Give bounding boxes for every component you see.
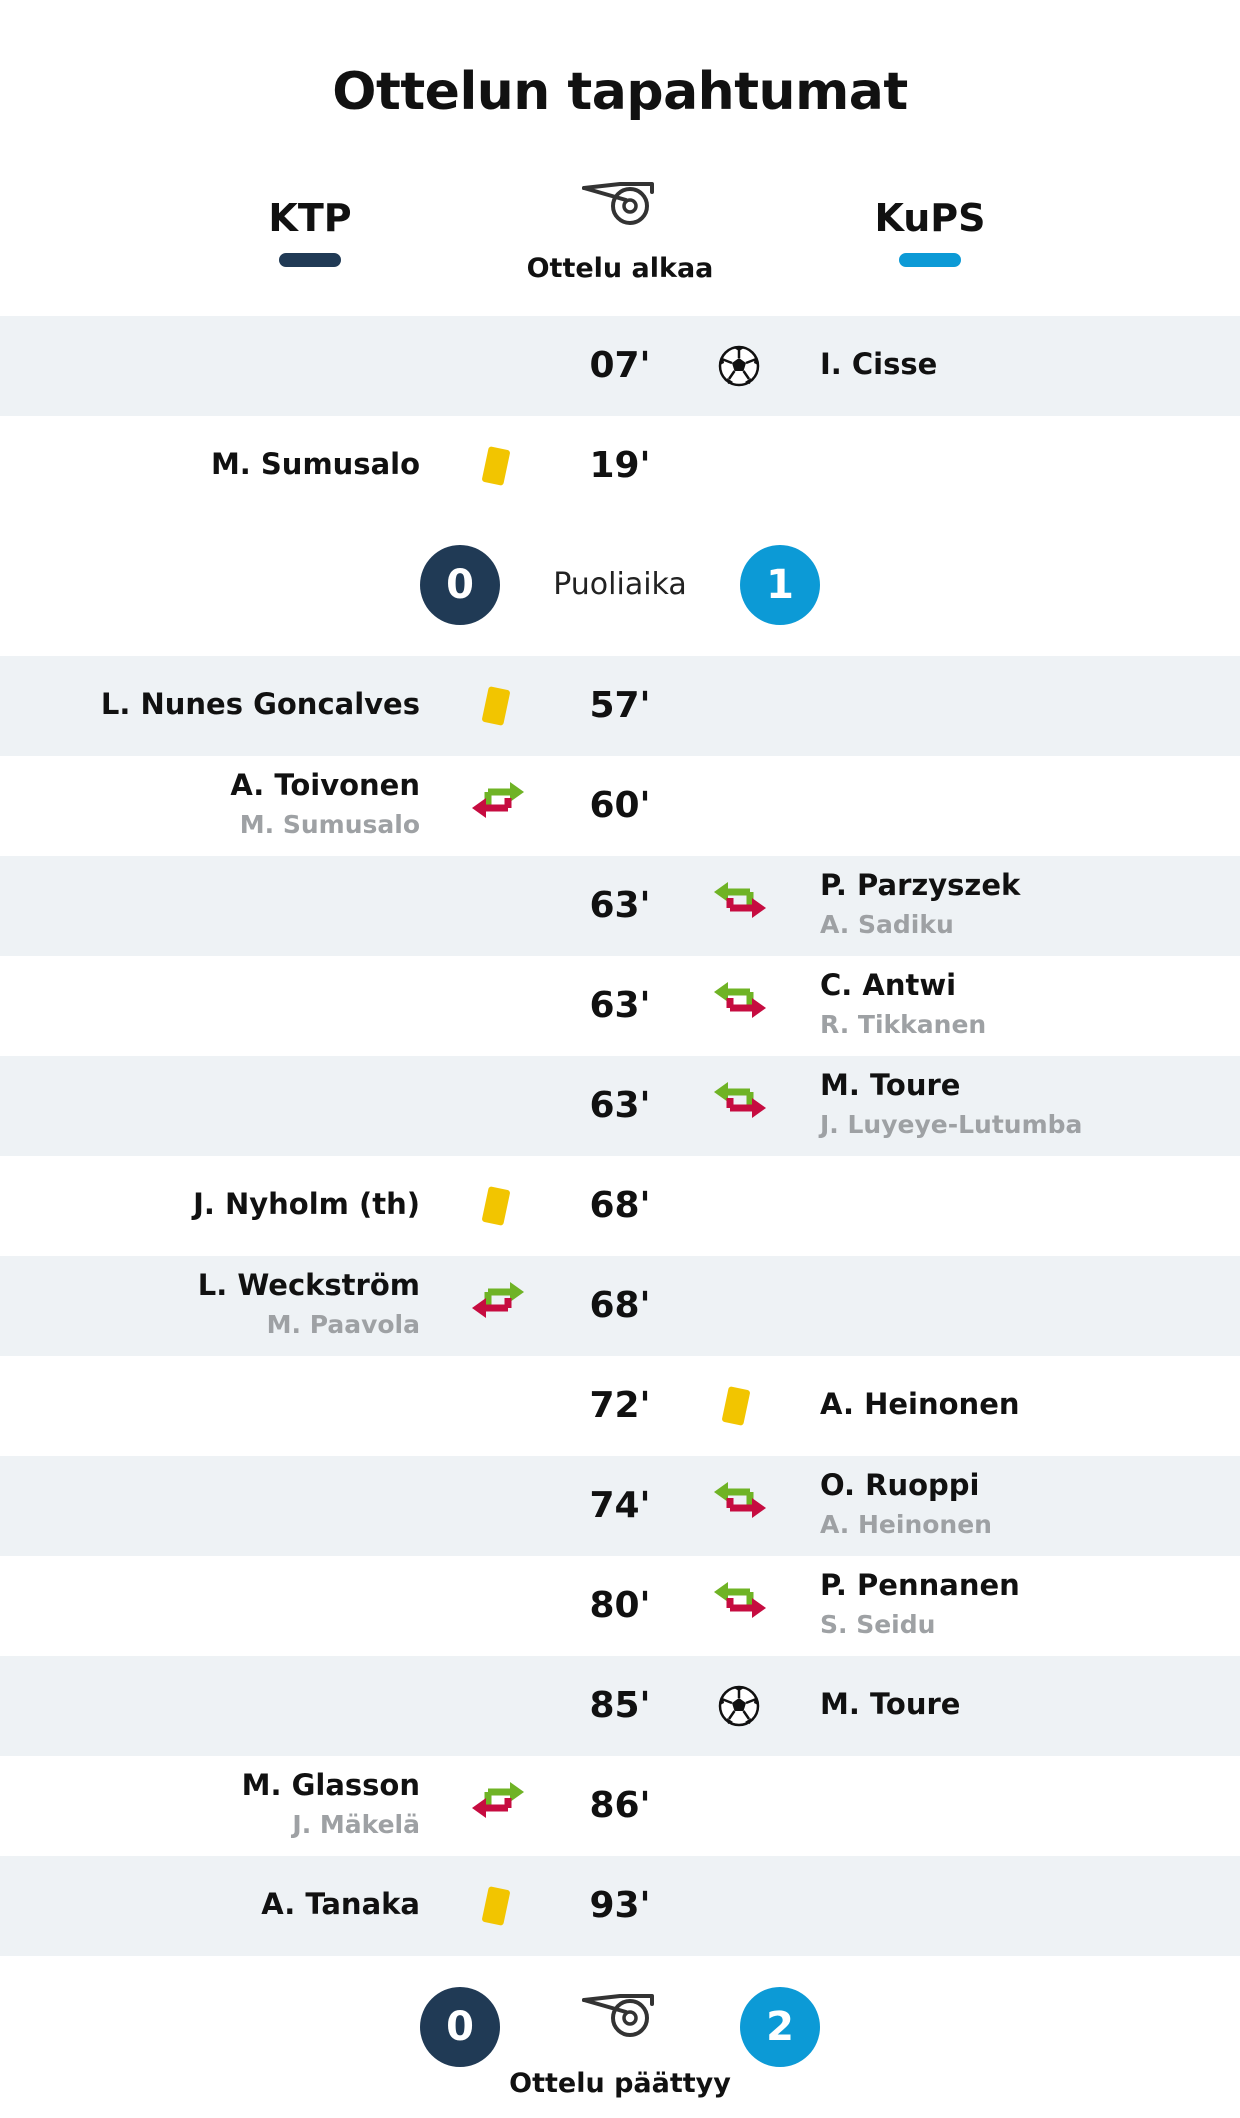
away-team-name: KuPS — [874, 196, 986, 240]
event-minute: 93' — [589, 1885, 651, 1926]
player-name: C. Antwi — [820, 968, 957, 1002]
event-row: 63' P. Parzyszek A. Sadiku — [0, 856, 1240, 956]
event-row: 07' I. Cisse — [0, 316, 1240, 416]
halftime-away-score: 1 — [740, 545, 820, 625]
player-name: P. Pennanen — [820, 1568, 1020, 1602]
yellow-card-icon — [482, 686, 510, 726]
event-row: 86' M. Glasson J. Mäkelä — [0, 1756, 1240, 1856]
player-name: P. Parzyszek — [820, 868, 1021, 902]
halftime-label: Puoliaika — [553, 567, 687, 602]
event-row: 72' A. Heinonen — [0, 1356, 1240, 1456]
player-name: A. Toivonen — [230, 768, 420, 802]
yellow-card-icon — [482, 1886, 510, 1926]
event-minute: 72' — [589, 1385, 651, 1426]
home-team-color-bar — [279, 253, 341, 267]
event-minute: 86' — [589, 1785, 651, 1826]
yellow-card-icon — [482, 1186, 510, 1226]
player-out-name: A. Heinonen — [820, 1510, 992, 1539]
event-minute: 68' — [589, 1185, 651, 1226]
yellow-card-icon — [722, 1386, 750, 1426]
soccer-ball-icon — [718, 1685, 760, 1727]
event-row: 19' M. Sumusalo — [0, 416, 1240, 516]
yellow-card-icon — [482, 446, 510, 486]
player-name: M. Toure — [820, 1687, 961, 1721]
soccer-ball-icon — [718, 345, 760, 387]
substitution-icon — [714, 1582, 766, 1618]
player-out-name: M. Paavola — [266, 1310, 420, 1339]
fulltime-away-score: 2 — [740, 1987, 820, 2067]
event-row: 68' L. Weckström M. Paavola — [0, 1256, 1240, 1356]
event-minute: 74' — [589, 1485, 651, 1526]
fulltime-home-score: 0 — [420, 1987, 500, 2067]
event-row: 74' O. Ruoppi A. Heinonen — [0, 1456, 1240, 1556]
player-name: A. Tanaka — [261, 1887, 420, 1921]
event-minute: 60' — [589, 785, 651, 826]
event-row: 63' C. Antwi R. Tikkanen — [0, 956, 1240, 1056]
halftime-home-score: 0 — [420, 545, 500, 625]
event-minute: 63' — [589, 885, 651, 926]
player-name: M. Glasson — [241, 1768, 420, 1802]
event-minute: 19' — [589, 445, 651, 486]
match-end-label: Ottelu päättyy — [509, 2068, 731, 2099]
player-out-name: J. Luyeye-Lutumba — [820, 1110, 1083, 1139]
player-name: J. Nyholm (th) — [193, 1187, 420, 1221]
away-team-color-bar — [899, 253, 961, 267]
event-row: 80' P. Pennanen S. Seidu — [0, 1556, 1240, 1656]
match-start-label: Ottelu alkaa — [526, 253, 714, 284]
event-minute: 85' — [589, 1685, 651, 1726]
event-row: 93' A. Tanaka — [0, 1856, 1240, 1956]
event-minute: 68' — [589, 1285, 651, 1326]
substitution-icon — [714, 1082, 766, 1118]
player-name: I. Cisse — [820, 347, 938, 381]
event-minute: 63' — [589, 985, 651, 1026]
substitution-icon — [472, 782, 524, 818]
player-name: O. Ruoppi — [820, 1468, 980, 1502]
event-row: 68' J. Nyholm (th) — [0, 1156, 1240, 1256]
player-name: L. Nunes Goncalves — [100, 687, 420, 721]
player-name: M. Sumusalo — [210, 447, 420, 481]
player-name: L. Weckström — [197, 1268, 420, 1302]
event-row: 63' M. Toure J. Luyeye-Lutumba — [0, 1056, 1240, 1156]
whistle-icon — [582, 1994, 654, 2037]
player-out-name: M. Sumusalo — [239, 810, 420, 839]
page-title: Ottelun tapahtumat — [332, 62, 908, 122]
player-out-name: A. Sadiku — [820, 910, 954, 939]
player-out-name: S. Seidu — [820, 1610, 936, 1639]
event-minute: 80' — [589, 1585, 651, 1626]
substitution-icon — [714, 982, 766, 1018]
event-minute: 57' — [589, 685, 651, 726]
player-name: M. Toure — [820, 1068, 961, 1102]
home-team-name: KTP — [268, 196, 352, 240]
player-out-name: R. Tikkanen — [820, 1010, 987, 1039]
substitution-icon — [472, 1282, 524, 1318]
player-name: A. Heinonen — [820, 1387, 1020, 1421]
whistle-icon — [582, 182, 654, 225]
event-row: 60' A. Toivonen M. Sumusalo — [0, 756, 1240, 856]
substitution-icon — [472, 1782, 524, 1818]
event-row: 57' L. Nunes Goncalves — [0, 656, 1240, 756]
event-row: 85' M. Toure — [0, 1656, 1240, 1756]
player-out-name: J. Mäkelä — [292, 1810, 420, 1839]
event-minute: 07' — [589, 345, 651, 386]
substitution-icon — [714, 1482, 766, 1518]
event-minute: 63' — [589, 1085, 651, 1126]
substitution-icon — [714, 882, 766, 918]
